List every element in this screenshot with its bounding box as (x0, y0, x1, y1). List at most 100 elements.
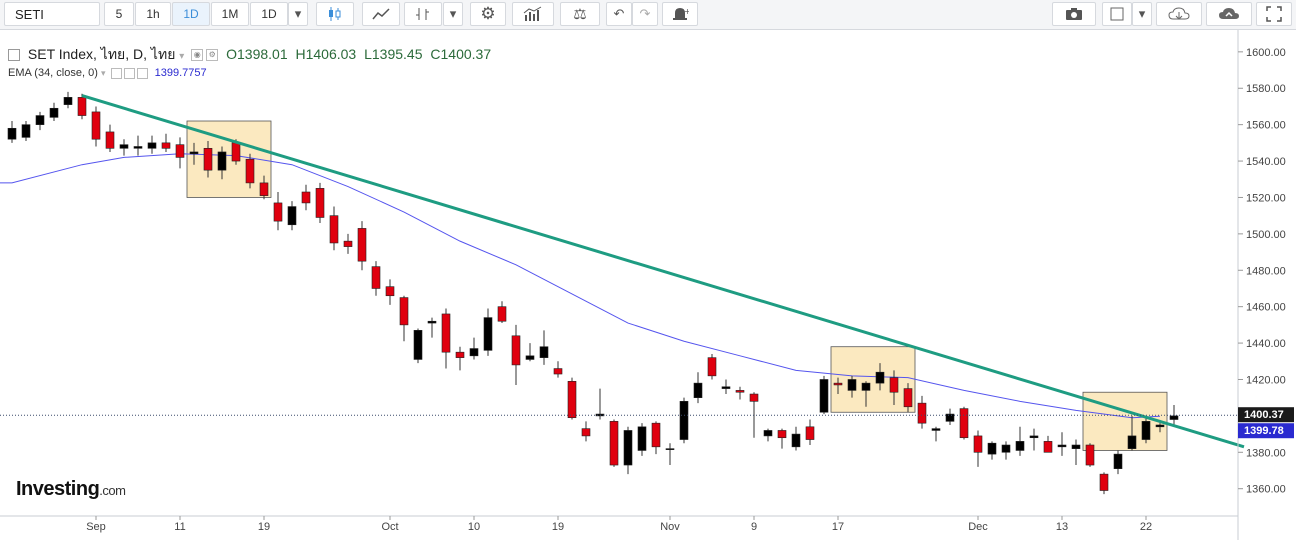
candle-body[interactable] (763, 430, 773, 437)
candle-body[interactable] (553, 368, 563, 375)
candle-body[interactable] (161, 142, 171, 149)
candle-body[interactable] (231, 142, 241, 162)
candle-body[interactable] (511, 335, 521, 366)
candle-body[interactable] (945, 413, 955, 422)
candle-body[interactable] (539, 346, 549, 358)
candle-body[interactable] (525, 355, 535, 360)
candle-body[interactable] (749, 393, 759, 402)
candle-body[interactable] (623, 430, 633, 466)
cloud-download-icon[interactable] (1156, 2, 1202, 26)
candle-body[interactable] (1169, 415, 1179, 420)
candle-body[interactable] (273, 202, 283, 222)
candle-body[interactable] (413, 330, 423, 360)
candle-body[interactable] (21, 124, 31, 138)
candle-body[interactable] (609, 421, 619, 466)
candle-body[interactable] (917, 402, 927, 424)
candle-body[interactable] (693, 382, 703, 398)
candle-body[interactable] (357, 228, 367, 262)
candle-body[interactable] (105, 131, 115, 149)
line-chart-icon[interactable] (362, 2, 400, 26)
candle-body[interactable] (203, 148, 213, 171)
candle-body[interactable] (245, 158, 255, 184)
indicators-icon[interactable] (512, 2, 554, 26)
ema-close-icon[interactable] (136, 67, 148, 79)
candle-body[interactable] (637, 426, 647, 451)
candle-body[interactable] (1099, 473, 1109, 491)
candle-body[interactable] (987, 442, 997, 455)
cloud-upload-icon[interactable] (1206, 2, 1252, 26)
fullscreen-icon[interactable] (1256, 2, 1292, 26)
candle-body[interactable] (175, 144, 185, 158)
color-square-icon[interactable] (1102, 2, 1132, 26)
candle-body[interactable] (259, 182, 269, 196)
candle-body[interactable] (931, 428, 941, 431)
candle-body[interactable] (49, 107, 59, 118)
candle-body[interactable] (483, 317, 493, 351)
candle-body[interactable] (805, 426, 815, 440)
candle-body[interactable] (35, 115, 45, 125)
candle-body[interactable] (119, 144, 129, 149)
candle-body[interactable] (567, 381, 577, 419)
legend-eye-icon[interactable]: ◉ (191, 49, 204, 62)
plot-area[interactable] (0, 30, 1238, 516)
candle-body[interactable] (133, 146, 143, 149)
candle-body[interactable] (833, 382, 843, 386)
candle-body[interactable] (847, 379, 857, 391)
camera-icon[interactable] (1052, 2, 1096, 26)
candle-body[interactable] (91, 111, 101, 140)
candle-body[interactable] (343, 240, 353, 247)
candle-body[interactable] (721, 386, 731, 389)
candle-body[interactable] (903, 388, 913, 408)
candle-body[interactable] (287, 206, 297, 226)
ema-chevron-down-icon[interactable]: ▾ (100, 68, 106, 78)
redo-icon[interactable]: ↷ (632, 2, 658, 26)
price-chart[interactable]: 1360.001380.001400.001420.001440.001460.… (0, 30, 1296, 540)
interval-1d-button[interactable]: 1D (172, 2, 210, 26)
candle-body[interactable] (1155, 424, 1165, 428)
candle-body[interactable] (1029, 435, 1039, 439)
interval-dropdown-button[interactable]: 1D (250, 2, 288, 26)
candle-body[interactable] (77, 97, 87, 116)
candle-body[interactable] (63, 97, 73, 105)
candle-body[interactable] (469, 348, 479, 357)
candle-body[interactable] (651, 422, 661, 448)
compare-scale-icon[interactable]: ⚖ (560, 2, 600, 26)
candle-body[interactable] (329, 215, 339, 244)
chart-type-chevron-down-icon[interactable]: ▾ (443, 2, 463, 26)
candle-body[interactable] (1113, 453, 1123, 469)
candle-body[interactable] (399, 297, 409, 326)
candle-body[interactable] (7, 127, 17, 140)
candle-body[interactable] (889, 377, 899, 393)
candle-body[interactable] (777, 430, 787, 439)
legend-chevron-down-icon[interactable]: ▾ (179, 51, 185, 62)
bars-icon[interactable] (404, 2, 442, 26)
interval-1h-button[interactable]: 1h (135, 2, 171, 26)
candle-body[interactable] (791, 433, 801, 448)
candle-body[interactable] (147, 142, 157, 149)
candle-body[interactable] (1127, 435, 1137, 449)
candle-body[interactable] (1001, 444, 1011, 453)
candle-body[interactable] (819, 379, 829, 413)
gear-icon[interactable]: ⚙ (470, 2, 506, 26)
legend-gear-icon[interactable]: ⚙ (206, 49, 219, 62)
candle-body[interactable] (441, 313, 451, 353)
candle-body[interactable] (679, 401, 689, 440)
candle-body[interactable] (735, 390, 745, 393)
interval-5-button[interactable]: 5 (104, 2, 134, 26)
candle-body[interactable] (1057, 444, 1067, 448)
candle-body[interactable] (875, 371, 885, 384)
candle-body[interactable] (861, 382, 871, 391)
candle-body[interactable] (1141, 421, 1151, 440)
highlight-box[interactable] (830, 346, 916, 413)
candle-body[interactable] (1085, 444, 1095, 466)
candle-body[interactable] (189, 151, 199, 155)
undo-icon[interactable]: ↶ (606, 2, 632, 26)
candle-body[interactable] (385, 286, 395, 297)
symbol-input[interactable]: SETI (4, 2, 100, 26)
candle-body[interactable] (581, 428, 591, 437)
interval-chevron-down-icon[interactable]: ▾ (288, 2, 308, 26)
alert-bell-icon[interactable]: + (662, 2, 698, 26)
color-chevron-down-icon[interactable]: ▾ (1132, 2, 1152, 26)
candle-body[interactable] (371, 266, 381, 289)
candle-body[interactable] (497, 306, 507, 322)
